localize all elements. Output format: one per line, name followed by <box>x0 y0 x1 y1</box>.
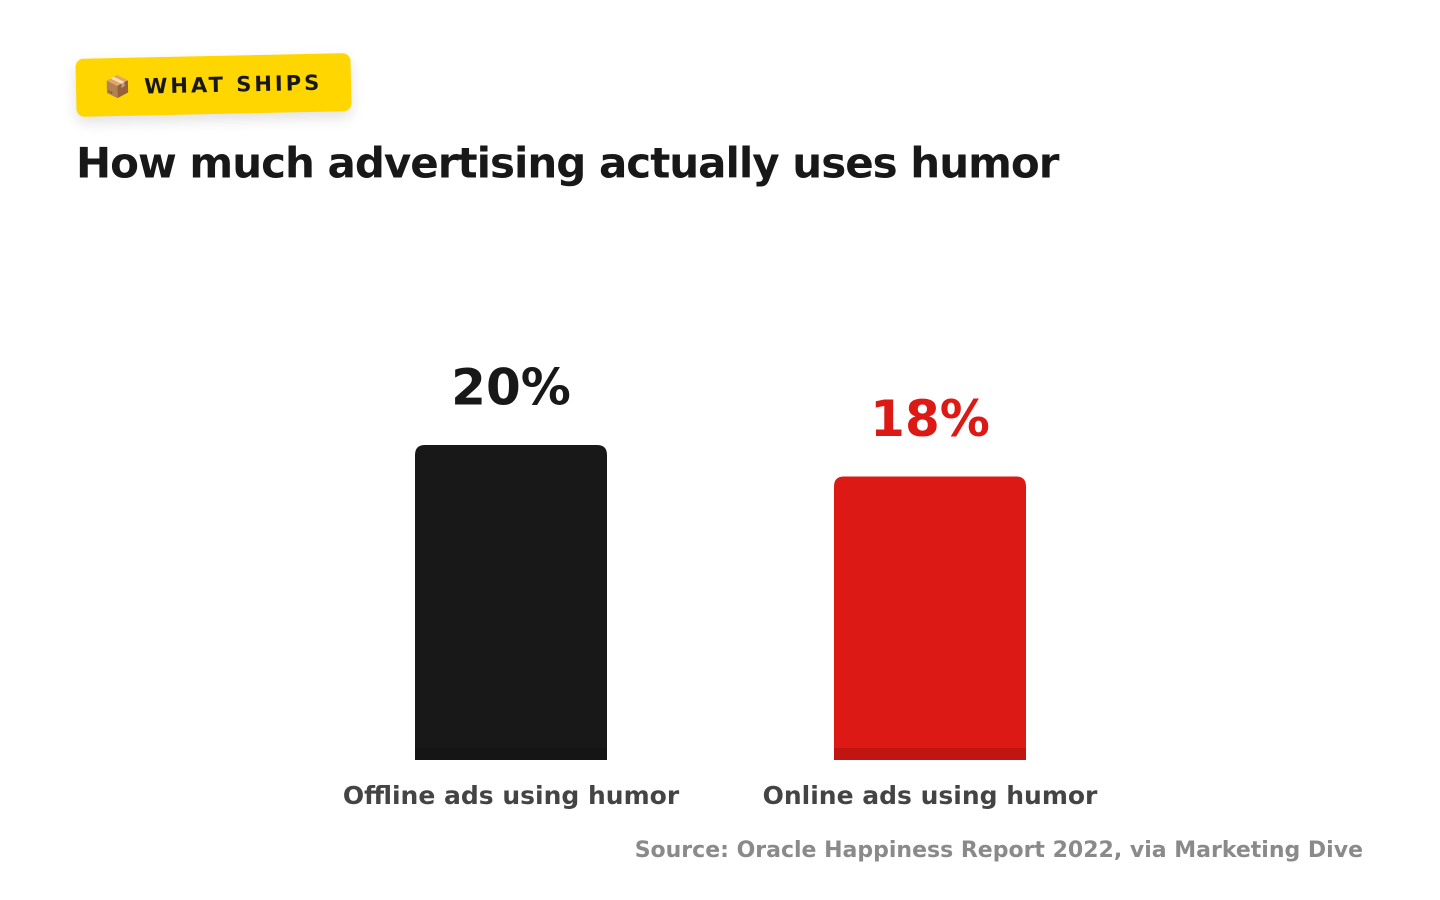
bar <box>415 445 607 760</box>
category-label: Online ads using humor <box>763 781 1098 810</box>
source: Source: Oracle Happiness Report 2022, vi… <box>635 838 1363 863</box>
bar <box>834 476 1026 760</box>
bar-shade <box>415 748 607 760</box>
chart-title: How much advertising actually uses humor <box>76 139 1060 188</box>
bar-shade <box>834 748 1026 760</box>
value-label: 20% <box>451 359 571 417</box>
category-label: Offline ads using humor <box>343 781 680 810</box>
value-label: 18% <box>870 390 990 448</box>
